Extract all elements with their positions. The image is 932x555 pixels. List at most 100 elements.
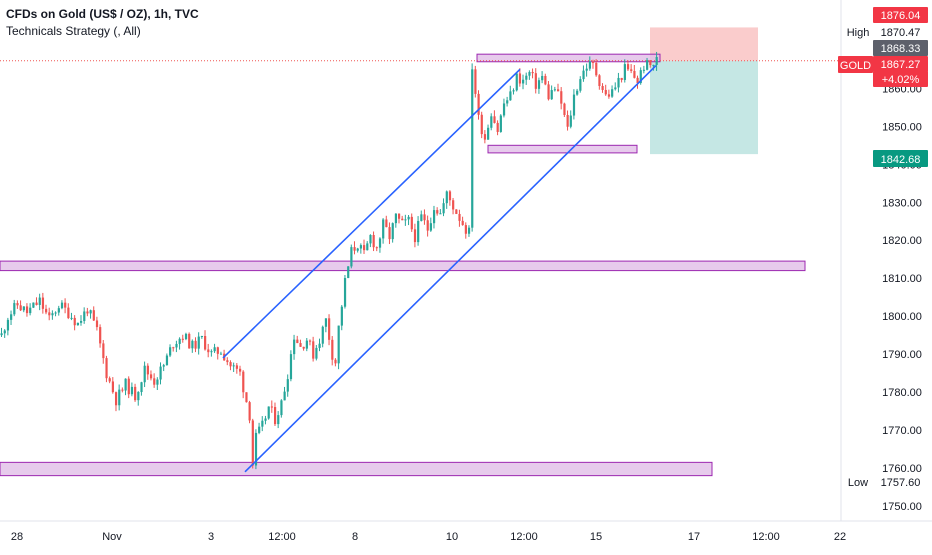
y-tick-label: 1830.00 [882, 197, 922, 209]
candle-body [111, 381, 114, 393]
candle-body [60, 302, 64, 309]
channel-upper-line [222, 68, 521, 359]
candle-body [334, 359, 337, 364]
y-tick-label: 1800.00 [882, 311, 922, 323]
candle-body [458, 213, 461, 221]
candle-body [537, 80, 541, 89]
candle-body [512, 90, 515, 92]
candle-body [534, 73, 537, 89]
candle-body [293, 339, 296, 355]
candle-body [464, 225, 467, 234]
x-tick-label: 28 [11, 531, 23, 543]
support-resistance-zone [0, 461, 713, 477]
candle-body [547, 84, 550, 100]
candle-body [188, 333, 191, 349]
candle-body [207, 349, 210, 353]
indicator-label: Technicals Strategy (, All) [6, 24, 141, 38]
last-price-tag: 1867.27 [881, 59, 921, 71]
candle-body [467, 227, 471, 234]
candle-body [324, 318, 328, 327]
candle-body [156, 379, 159, 385]
x-tick-label: Nov [102, 531, 122, 543]
candle-body [480, 114, 483, 135]
crosshair-price-tag-bg [873, 40, 928, 56]
candle-body [64, 302, 67, 308]
candle-body [366, 243, 369, 251]
candle-body [417, 220, 420, 243]
candle-body [579, 79, 582, 91]
candle-body [359, 245, 363, 249]
candle-body [617, 77, 620, 88]
candle-body [45, 308, 48, 313]
candle-body [89, 310, 92, 314]
candle-body [506, 100, 509, 104]
candle-body [591, 61, 595, 63]
candle-body [474, 69, 477, 94]
candle-body [95, 320, 99, 328]
candle-body [337, 325, 340, 364]
candle-body [601, 85, 604, 90]
candle-body [267, 406, 270, 419]
high-label-tag-bg [843, 23, 873, 40]
candle-body [598, 75, 601, 86]
candle-body [493, 116, 496, 123]
candle-body [280, 400, 283, 416]
candle-body [181, 338, 184, 340]
candle-body [569, 115, 572, 127]
candle-body [25, 306, 29, 314]
candle-body [184, 333, 188, 340]
candle-body [41, 297, 45, 309]
candle-body [29, 307, 32, 314]
high-label-tag: High [847, 27, 870, 39]
x-tick-label: 8 [352, 531, 358, 543]
high-value-tag: 1870.47 [881, 27, 921, 39]
candle-body [636, 77, 639, 84]
candle-body [490, 116, 493, 128]
candle-body [557, 89, 560, 92]
candle-body [305, 340, 308, 349]
candle-body [146, 365, 149, 375]
y-tick-label: 1760.00 [882, 463, 922, 475]
candle-body [515, 73, 518, 91]
candle-body [70, 317, 73, 319]
candle-body [404, 219, 407, 221]
candle-body [216, 347, 219, 354]
candle-body [391, 223, 394, 240]
candle-body [137, 392, 140, 401]
candle-body [353, 247, 356, 251]
candle-body [32, 302, 35, 308]
candle-body [258, 426, 261, 433]
candle-body [642, 69, 646, 71]
candle-body [442, 203, 445, 214]
candle-body [363, 245, 366, 251]
candle-body [582, 70, 585, 80]
candle-body [273, 407, 277, 425]
candle-body [623, 64, 626, 80]
candle-body [350, 247, 353, 267]
candle-body [35, 302, 38, 305]
candle-body [394, 213, 398, 224]
candle-body [57, 308, 60, 313]
candle-body [169, 347, 172, 356]
candle-body [652, 64, 655, 66]
candle-body [73, 317, 76, 326]
candle-body [369, 235, 372, 244]
candle-body [455, 209, 458, 214]
low-value-tag-bg [873, 473, 928, 490]
candle-body [261, 420, 264, 427]
candle-body [544, 75, 547, 85]
candle-body [566, 114, 569, 127]
candle-body [22, 306, 25, 311]
y-tick-label: 1770.00 [882, 425, 922, 437]
candle-body [149, 374, 153, 379]
candle-body [76, 322, 80, 326]
candle-body [321, 326, 324, 344]
candle-body [197, 336, 200, 349]
candle-body [620, 77, 623, 80]
candle-body [232, 365, 235, 367]
candle-body [595, 62, 598, 76]
candle-body [264, 418, 267, 421]
candle-body [626, 64, 630, 70]
candle-body [588, 61, 591, 69]
